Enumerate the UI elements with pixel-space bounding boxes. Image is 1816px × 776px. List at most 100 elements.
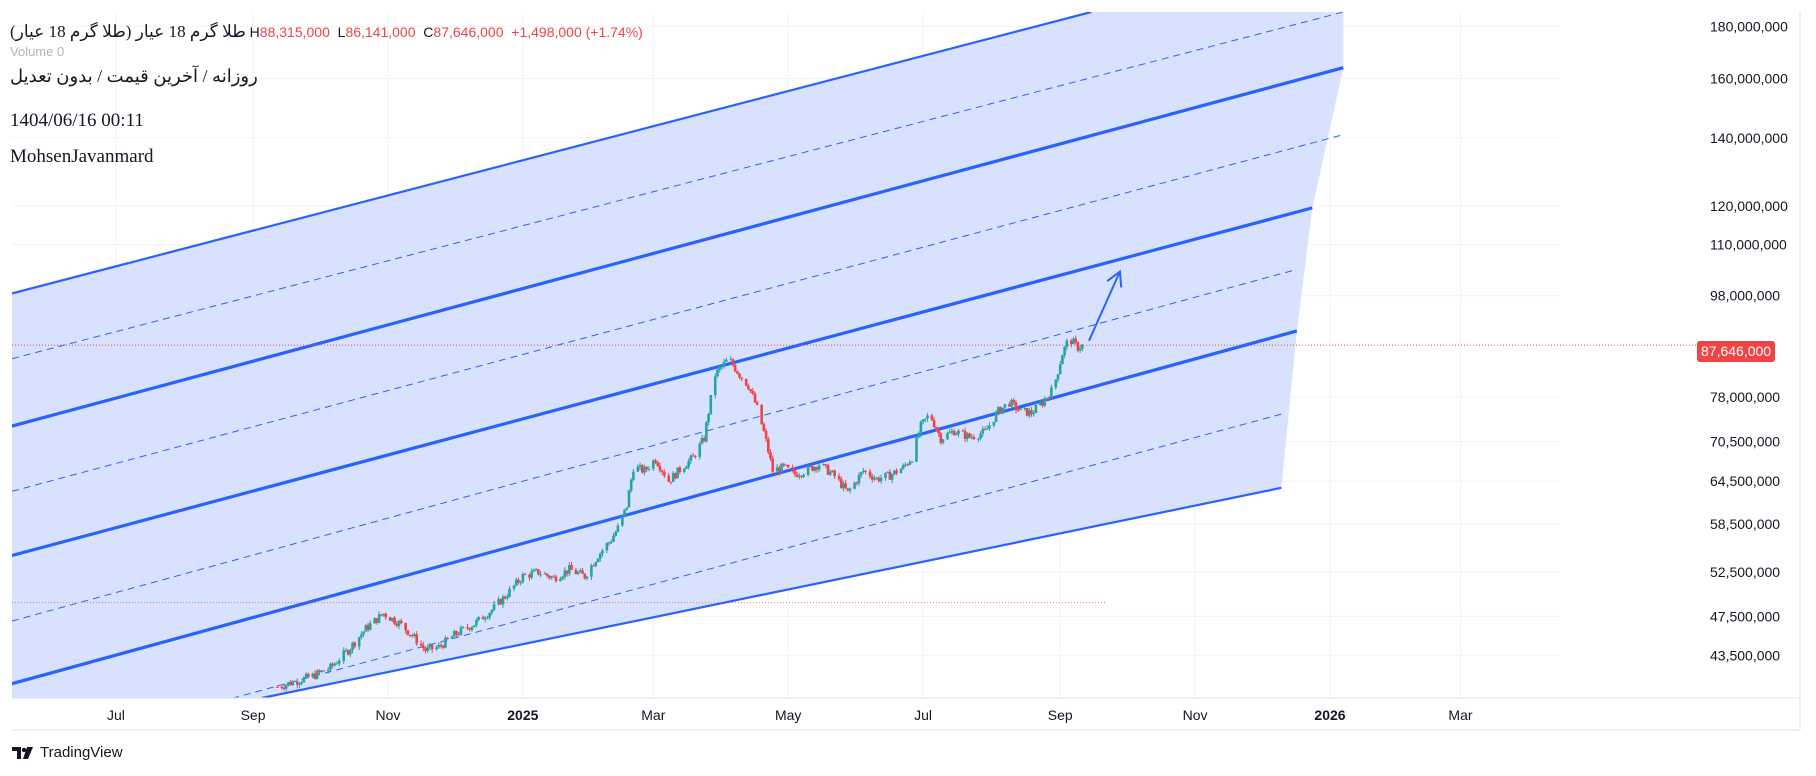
candle-body <box>859 472 863 476</box>
candle-body <box>282 687 286 689</box>
candle-body <box>614 531 618 536</box>
candle-body <box>366 625 370 630</box>
candle-body <box>972 437 976 439</box>
candle-body <box>753 393 757 403</box>
candle-body <box>924 418 927 420</box>
candle-body <box>521 574 525 583</box>
candle-body <box>724 359 728 362</box>
candle-body <box>333 663 337 666</box>
candle-body <box>601 550 604 554</box>
tradingview-brand[interactable]: TradingView <box>12 744 123 761</box>
candle-body <box>1061 355 1064 365</box>
candle-body <box>346 650 350 655</box>
candle-body <box>795 474 799 478</box>
candle-body <box>762 424 766 431</box>
candle-body <box>439 645 443 647</box>
candle-body <box>632 471 635 480</box>
candle-body <box>985 428 989 430</box>
projection-arrow <box>1088 269 1123 342</box>
axes <box>12 12 1801 731</box>
candle-body <box>408 634 412 636</box>
candle-body <box>616 525 620 532</box>
candle-body <box>625 507 629 510</box>
candle-body <box>656 462 660 467</box>
candle-body <box>926 415 929 419</box>
candle-body <box>1008 404 1011 407</box>
candle-body <box>1014 402 1018 410</box>
candle-body <box>778 467 781 473</box>
candle-body <box>917 433 920 438</box>
candle-body <box>532 570 536 572</box>
candle-body <box>676 467 679 479</box>
symbol-name[interactable]: طلا گرم 18 عیار (طلا گرم 18 عیار) <box>10 22 246 41</box>
candle-body <box>492 604 496 610</box>
channel-line-middle <box>12 206 1313 558</box>
candle-body <box>760 404 763 425</box>
x-tick-label: 2026 <box>1314 707 1345 723</box>
candle-body <box>552 576 556 578</box>
candle-body <box>517 579 520 583</box>
y-tick-label: 140,000,000 <box>1710 130 1788 146</box>
candle-body <box>391 617 394 621</box>
candle-body <box>548 575 551 578</box>
channel-lines <box>12 12 1344 698</box>
candle-body <box>497 599 500 605</box>
candle-body <box>1063 346 1066 356</box>
candle-body <box>514 579 518 586</box>
y-tick-label: 98,000,000 <box>1710 288 1780 304</box>
candle-body <box>764 430 768 439</box>
candle-body <box>870 476 874 480</box>
candle-body <box>1030 410 1033 415</box>
candle-body <box>652 460 655 469</box>
candle-body <box>322 670 326 672</box>
candle-body <box>884 472 887 478</box>
high-label: H <box>249 24 260 40</box>
candle-body <box>326 669 330 672</box>
candle-body <box>353 642 357 647</box>
candle-body <box>307 673 310 678</box>
candle-body <box>506 596 509 599</box>
x-tick-label: Sep <box>241 707 266 723</box>
channel-line-middle <box>12 329 1298 686</box>
candle-body <box>999 407 1002 414</box>
candle-body <box>612 535 615 542</box>
candle-body <box>329 663 332 670</box>
low-value: 86,141,000 <box>345 24 416 40</box>
candle-body <box>749 389 752 392</box>
candle-body <box>1001 407 1005 414</box>
candle-body <box>419 643 423 646</box>
candle-body <box>669 481 673 483</box>
candle-body <box>769 452 772 459</box>
x-tick-label: Jul <box>107 707 125 723</box>
candle-body <box>382 613 385 616</box>
candle-body <box>720 366 724 368</box>
candle-body <box>755 402 759 405</box>
candle-body <box>740 377 744 379</box>
chart-subtitle: روزانه / آخرین قیمت / بدون تعدیل <box>10 66 258 86</box>
candle-body <box>775 467 779 472</box>
channel-fill <box>12 12 1344 698</box>
y-tick-label: 78,000,000 <box>1710 389 1780 405</box>
candle-body <box>1056 374 1060 380</box>
volume-value: 0 <box>57 44 65 59</box>
candle-body <box>837 476 841 480</box>
candle-body <box>638 465 642 467</box>
candle-body <box>824 464 828 466</box>
candle-body <box>901 465 905 469</box>
channel-line-quarter <box>12 268 1297 622</box>
x-tick-label: May <box>775 707 801 723</box>
candle-body <box>970 437 974 439</box>
candle-body <box>1074 338 1077 342</box>
candle-body <box>563 570 567 577</box>
candle-body <box>952 431 956 436</box>
candle-body <box>596 558 600 563</box>
candle-body <box>828 471 832 475</box>
candle-body <box>397 620 401 626</box>
candle-body <box>446 637 449 639</box>
y-tick-label: 58,500,000 <box>1710 516 1780 532</box>
candle-body <box>605 543 609 551</box>
candle-body <box>621 515 624 526</box>
candle-body <box>1016 409 1020 411</box>
x-tick-label: 2025 <box>507 707 538 723</box>
